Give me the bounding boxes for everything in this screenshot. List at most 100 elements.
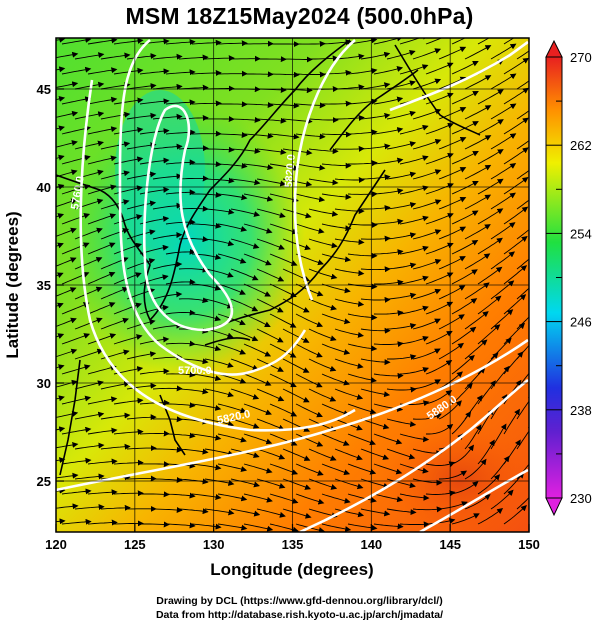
streamline-122 [243,132,274,139]
streamline-273 [217,253,247,264]
streamline-111 [464,105,492,120]
streamline-535 [113,459,144,466]
streamline-496 [87,427,118,435]
streamline-386 [191,343,222,352]
page-title: MSM 18Z15May2024 (500.0hPa) [125,3,474,29]
streamline-10 [296,40,326,47]
streamline-149 [464,135,492,150]
streamline-412 [387,354,417,361]
streamline-3 [113,38,144,45]
streamline-519 [204,448,235,457]
streamline-358 [451,298,478,315]
streamline-185 [412,169,442,180]
streamline-20 [74,52,105,60]
x-tick-label-120: 120 [45,537,67,552]
streamline-512 [503,408,520,435]
streamline-609 [61,518,92,525]
coastlines [56,39,481,476]
streamline-413 [412,348,441,360]
streamline-490 [438,400,462,420]
streamline-340 [490,280,515,300]
streamline-166 [399,155,429,165]
streamline-374 [386,323,417,330]
streamline-43 [165,69,196,76]
streamline-300 [438,256,466,270]
streamline-552 [74,473,105,480]
streamline-325 [100,286,129,300]
streamline-581 [321,493,351,504]
streamline-312 [243,283,271,297]
y-tick-label-25: 25 [37,474,51,489]
streamline-292 [230,268,259,281]
streamline-106 [335,114,365,121]
streamline-359 [477,295,502,315]
streamline-515 [100,443,131,450]
streamline-280 [399,245,429,255]
streamline-349 [217,313,246,326]
streamline-143 [308,148,339,155]
streamline-369 [256,328,284,343]
streamline-365 [152,322,183,330]
streamline-464 [243,403,272,416]
streamline-99 [152,113,183,120]
streamline-19 [56,51,79,59]
streamline-163 [321,162,352,169]
streamline-124 [295,133,326,140]
streamline-565 [412,478,443,486]
streamline-266 [56,242,64,249]
streamline-243 [425,213,454,225]
streamline-108 [386,110,416,120]
streamline-622 [399,521,430,528]
streamline-134 [74,140,104,150]
grid-lines [56,38,529,532]
streamline-1 [61,38,92,45]
streamline-363 [100,317,129,330]
streamline-57 [56,81,79,89]
streamline-336 [386,292,417,300]
streamline-591 [100,504,131,511]
streamline-330 [230,298,259,312]
streamline-254 [230,238,260,249]
streamline-328 [178,297,209,304]
streamline-546 [399,463,429,474]
y-tick-label-35: 35 [37,278,51,293]
streamline-504 [295,433,324,447]
streamline-408 [282,358,310,373]
streamline-222 [386,202,417,210]
streamline-357 [425,301,454,315]
streamline-284 [503,235,528,255]
streamline-576 [191,493,222,500]
streamline-344 [87,302,116,315]
streamline-74 [490,73,517,90]
streamline-156 [139,157,170,165]
streamline-375 [412,318,441,330]
streamline-362 [74,317,103,330]
streamline-93 [477,89,504,105]
streamline-28 [282,56,313,63]
streamline-141 [256,148,287,155]
streamline-253 [204,238,235,247]
streamline-33 [412,48,442,60]
streamline-600 [334,508,365,518]
streamline-621 [373,523,404,530]
streamline-128 [399,124,429,135]
streamline-16 [451,38,466,45]
streamline-183 [360,174,391,181]
streamline-82 [191,100,222,107]
streamline-7 [217,40,248,47]
streamline-447 [308,388,337,402]
streamline-431 [373,372,404,379]
streamline-18 [503,38,515,45]
x-tick-label-150: 150 [518,537,540,552]
streamline-513 [56,442,79,449]
streamline-77 [61,96,92,105]
contour-5700-line [142,104,234,332]
streamline-205 [425,183,454,195]
streamline-73 [464,75,492,90]
streamline-442 [178,388,209,395]
streamline-372 [334,328,364,338]
streamline-140 [230,148,261,154]
streamline-507 [373,433,403,445]
streamline-488 [386,418,417,428]
